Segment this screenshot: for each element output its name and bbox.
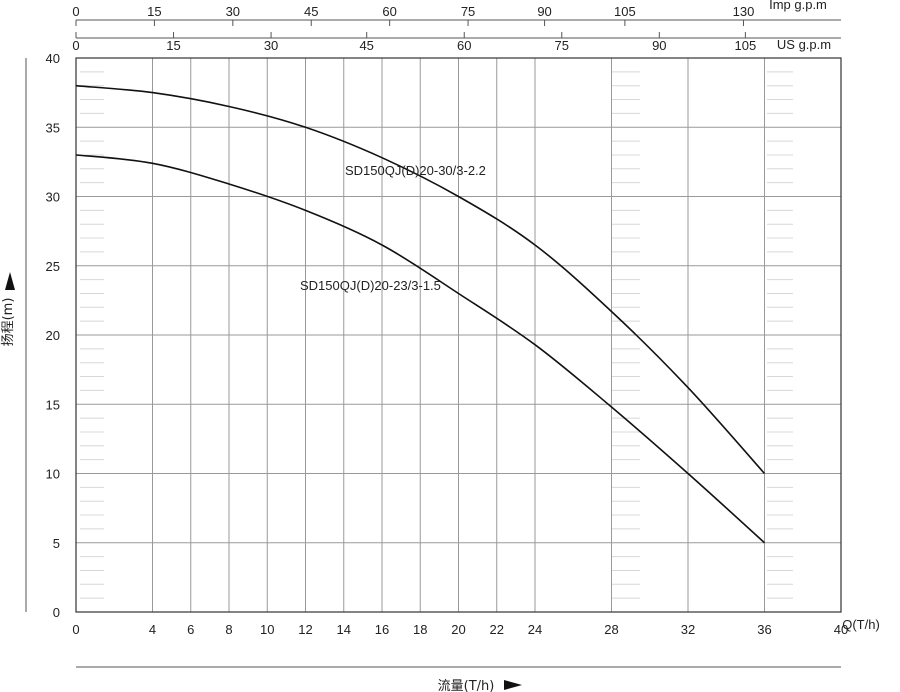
us-tick-label: 105 — [735, 38, 757, 53]
series-curves — [75, 84, 766, 544]
imp-tick-label: 30 — [226, 4, 240, 19]
curve-label-30: SD150QJ(D)20-30/3-2.2 — [345, 163, 486, 178]
y-tick-label: 10 — [46, 467, 60, 482]
us-gpm-unit: US g.p.m — [777, 37, 831, 52]
x-axis-title: 流量(T/h) — [438, 679, 495, 692]
x-tick-label: 10 — [260, 622, 274, 637]
x-tick-label: 8 — [225, 622, 232, 637]
y-tick-label: 30 — [46, 190, 60, 205]
imp-tick-label: 60 — [382, 4, 396, 19]
plot-border — [75, 57, 842, 613]
plot-frame — [25, 57, 842, 668]
imp-tick-label: 75 — [461, 4, 475, 19]
y-tick-label: 20 — [46, 328, 60, 343]
x-tick-label: 12 — [298, 622, 312, 637]
x-tick-label: 28 — [604, 622, 618, 637]
us-tick-label: 15 — [166, 38, 180, 53]
us-tick-label: 60 — [457, 38, 471, 53]
y-axis-title: 扬程(m) — [1, 298, 16, 347]
x-tick-label: 18 — [413, 622, 427, 637]
curve-label-23: SD150QJ(D)20-23/3-1.5 — [300, 278, 441, 293]
us-tick-label: 45 — [359, 38, 373, 53]
y-tick-label: 35 — [46, 120, 60, 135]
us-tick-label: 75 — [555, 38, 569, 53]
x-axis-arrow-icon — [504, 680, 522, 690]
imp-tick-label: 90 — [537, 4, 551, 19]
x-unit-label: Q(T/h) — [842, 617, 880, 632]
x-tick-label: 24 — [528, 622, 542, 637]
imp-tick-label: 0 — [72, 4, 79, 19]
y-tick-label: 25 — [46, 259, 60, 274]
imp-tick-label: 15 — [147, 4, 161, 19]
x-tick-label: 40 — [834, 622, 848, 637]
grid — [76, 58, 841, 612]
top-flow-axes: 0 15 30 45 60 75 90 105 130 0 15 30 45 60 75 90 105 — [72, 4, 841, 53]
series-curve-0 — [75, 84, 766, 475]
us-tick-label: 90 — [652, 38, 666, 53]
y-tick-label: 15 — [46, 397, 60, 412]
y-tick-label: 0 — [53, 605, 60, 620]
x-tick-label: 36 — [757, 622, 771, 637]
x-tick-label: 16 — [375, 622, 389, 637]
series-curve-1 — [75, 154, 766, 544]
x-tick-label: 14 — [337, 622, 351, 637]
imp-tick-label: 130 — [733, 4, 755, 19]
y-axis-arrow-icon — [5, 272, 15, 290]
us-tick-label: 30 — [264, 38, 278, 53]
x-tick-label: 22 — [490, 622, 504, 637]
imp-tick-label: 45 — [304, 4, 318, 19]
x-tick-label: 32 — [681, 622, 695, 637]
y-tick-label: 5 — [53, 536, 60, 551]
imp-gpm-unit: Imp g.p.m — [769, 0, 827, 12]
axes: 0 4 6 8 10 12 14 16 18 20 22 24 28 32 36 40 0 5 10 15 20 25 30… — [46, 51, 849, 637]
y-tick-label: 40 — [46, 51, 60, 66]
us-tick-label: 0 — [72, 38, 79, 53]
x-tick-label: 6 — [187, 622, 194, 637]
imp-tick-label: 105 — [614, 4, 636, 19]
x-tick-label: 4 — [149, 622, 156, 637]
x-tick-label: 20 — [451, 622, 465, 637]
x-tick-label: 0 — [72, 622, 79, 637]
